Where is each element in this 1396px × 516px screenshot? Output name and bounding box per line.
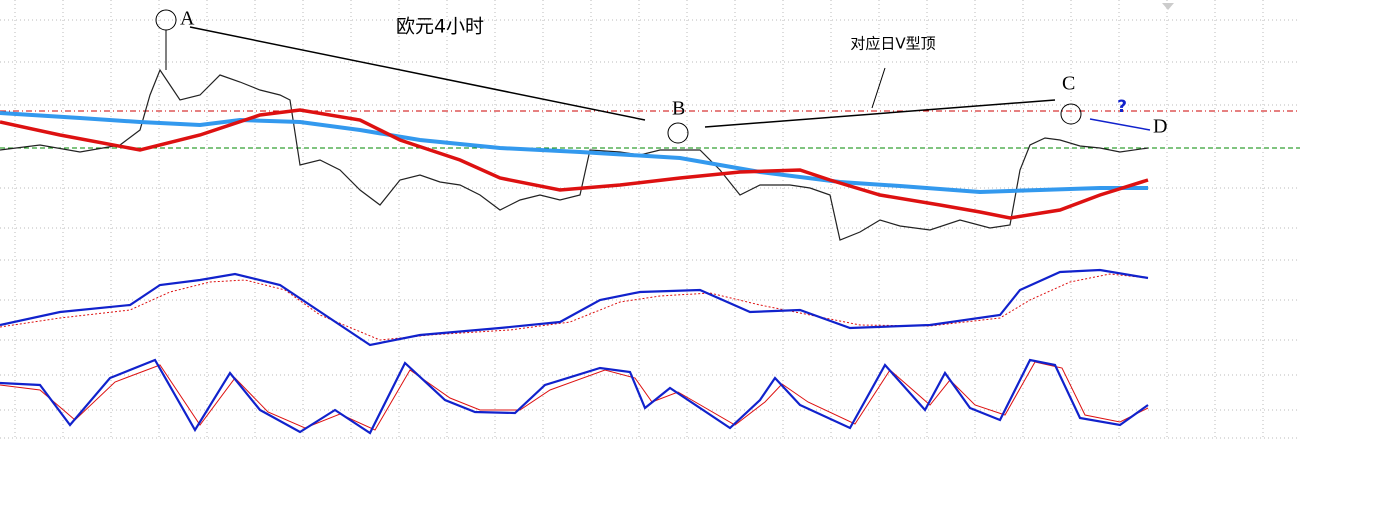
marker-b xyxy=(667,122,689,144)
marker-c xyxy=(1060,103,1082,125)
scroll-icon[interactable] xyxy=(1162,3,1174,10)
trend-line xyxy=(704,99,1056,128)
oscillator-line xyxy=(0,358,1149,435)
indicator-line xyxy=(0,268,1149,347)
projection-line xyxy=(1089,118,1151,131)
point-label: A xyxy=(180,8,195,30)
point-label: C xyxy=(1062,73,1075,95)
question-mark: ? xyxy=(1117,97,1127,117)
point-label: B xyxy=(672,98,685,120)
moving-average-fast xyxy=(0,108,1149,220)
point-label: D xyxy=(1153,116,1167,138)
note-arrow xyxy=(871,67,886,109)
indicator-signal xyxy=(0,273,1149,341)
price-line xyxy=(0,68,1149,241)
oscillator-signal xyxy=(0,361,1149,431)
grid xyxy=(0,0,1300,440)
annotation: 对应日V型顶 xyxy=(850,35,935,53)
moving-average-slow xyxy=(0,111,1148,195)
trend-line xyxy=(189,26,646,121)
chart-title: 欧元4小时 xyxy=(396,16,484,38)
